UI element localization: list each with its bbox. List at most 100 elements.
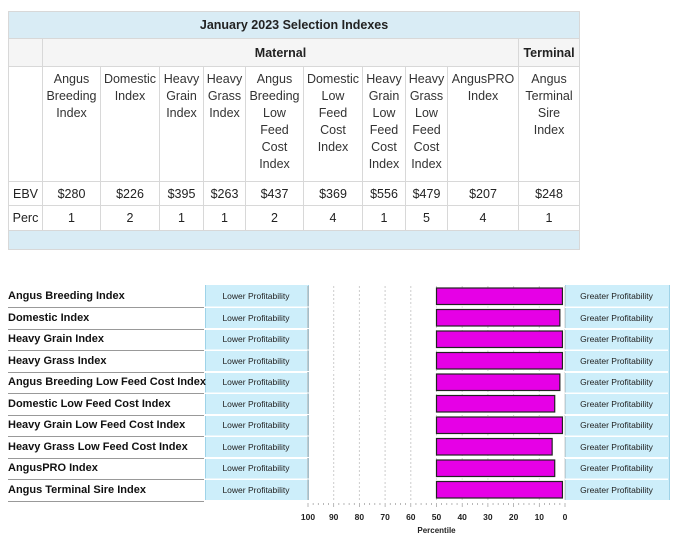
column-header-line: Index xyxy=(166,105,197,120)
greater-profitability-label: Greater Profitability xyxy=(565,372,668,394)
column-header-line: Cost xyxy=(413,139,440,154)
terminal-group-header: Terminal xyxy=(517,38,581,67)
column-header-line: Angus xyxy=(256,71,293,86)
ebv-cell: $395 xyxy=(159,180,204,207)
x-axis-title: Percentile xyxy=(417,526,456,535)
ebv-cell: $248 xyxy=(517,180,581,207)
column-header-line: Index xyxy=(56,105,87,120)
category-label: Heavy Grass Low Feed Cost Index xyxy=(8,437,204,459)
column-header-line: Index xyxy=(533,122,565,137)
percentile-bar xyxy=(435,480,564,499)
column-header: Heavy Grain Low Feed Cost Index xyxy=(362,65,406,182)
greater-profitability-label: Greater Profitability xyxy=(565,394,668,416)
perc-cell: 4 xyxy=(303,205,363,231)
percentile-bar xyxy=(435,308,561,327)
column-header-line: Index xyxy=(114,88,146,103)
category-label: Domestic Index xyxy=(8,308,204,330)
table-title: January 2023 Selection Indexes xyxy=(7,10,581,40)
column-header-line: Index xyxy=(368,156,400,171)
percentile-chart: 100 90 80 70 60 50 40 30 20 10 0 Percentile Angus B… xyxy=(0,282,678,539)
x-tick-label: 60 xyxy=(406,512,416,522)
perc-cell: 1 xyxy=(517,205,581,231)
column-header: Angus Breeding Low Feed Cost Index xyxy=(245,65,304,182)
corner-cell xyxy=(8,38,43,67)
column-header-line: Feed xyxy=(412,122,441,137)
category-label: Angus Breeding Low Feed Cost Index xyxy=(8,372,206,394)
column-header-line: Heavy xyxy=(206,71,243,86)
column-header-line: Feed xyxy=(260,122,289,137)
percentile-bar xyxy=(435,287,564,306)
column-header-line: Terminal xyxy=(525,88,573,103)
ebv-cell: $263 xyxy=(203,180,246,207)
percentile-bar xyxy=(435,416,564,435)
column-header-line: Breeding xyxy=(249,88,300,103)
x-tick-label: 40 xyxy=(457,512,467,522)
column-header-line: Cost xyxy=(371,139,397,154)
column-header-line: Low xyxy=(321,88,345,103)
perc-cell: 1 xyxy=(203,205,246,231)
column-header-line: Angus xyxy=(53,71,90,86)
greater-profitability-label: Greater Profitability xyxy=(565,480,668,502)
ebv-cell: $226 xyxy=(100,180,160,207)
column-header-line: Index xyxy=(209,105,240,120)
category-label: Heavy Grass Index xyxy=(8,351,204,373)
column-header-line: Index xyxy=(467,88,499,103)
category-label: Domestic Low Feed Cost Index xyxy=(8,394,204,416)
x-tick-label: 70 xyxy=(380,512,390,522)
ebv-cell: $207 xyxy=(447,180,519,207)
greater-profitability-label: Greater Profitability xyxy=(565,329,668,351)
column-header-line: Grass xyxy=(207,88,242,103)
ebv-cell: $556 xyxy=(362,180,406,207)
column-header-line: Cost xyxy=(261,139,288,154)
column-header-line: Low xyxy=(372,105,396,120)
column-header-line: Feed xyxy=(318,105,348,120)
row-label-header xyxy=(8,65,43,182)
x-tick-label: 30 xyxy=(483,512,493,522)
column-header: Angus Breeding Index xyxy=(42,65,101,182)
column-header-line: Heavy xyxy=(366,71,402,86)
column-header: Heavy Grain Index xyxy=(159,65,204,182)
column-header-line: Angus xyxy=(531,71,567,86)
percentile-bar xyxy=(435,459,556,478)
perc-row-label: Perc xyxy=(8,205,43,231)
maternal-group-header: Maternal xyxy=(42,38,519,67)
column-header-line: Domestic xyxy=(103,71,157,86)
percentile-bar xyxy=(435,394,556,413)
perc-cell: 1 xyxy=(362,205,406,231)
category-label: Heavy Grain Low Feed Cost Index xyxy=(8,415,204,437)
perc-cell: 2 xyxy=(100,205,160,231)
lower-profitability-label: Lower Profitability xyxy=(205,308,307,330)
greater-profitability-label: Greater Profitability xyxy=(565,458,668,480)
column-header-line: Breeding xyxy=(46,88,97,103)
ebv-row-label: EBV xyxy=(8,180,43,207)
category-label: Angus Terminal Sire Index xyxy=(8,480,204,502)
column-header-line: Index xyxy=(411,156,442,171)
lower-profitability-label: Lower Profitability xyxy=(205,351,307,373)
lower-profitability-label: Lower Profitability xyxy=(205,415,307,437)
x-tick-label: 80 xyxy=(355,512,365,522)
category-label: Heavy Grain Index xyxy=(8,329,204,351)
column-header-line: Sire xyxy=(537,105,561,120)
table-footer xyxy=(7,229,581,251)
column-header: Heavy Grass Low Feed Cost Index xyxy=(405,65,448,182)
column-header-line: Cost xyxy=(320,122,346,137)
ebv-cell: $437 xyxy=(245,180,304,207)
lower-profitability-label: Lower Profitability xyxy=(205,286,307,308)
column-header-line: Low xyxy=(415,105,438,120)
column-header: AngusPRO Index xyxy=(447,65,519,182)
x-tick-label: 100 xyxy=(301,512,315,522)
x-tick-label: 50 xyxy=(432,512,442,522)
column-header-line: Grain xyxy=(166,88,197,103)
greater-profitability-label: Greater Profitability xyxy=(565,308,668,330)
column-header-line: Feed xyxy=(369,122,399,137)
lower-profitability-label: Lower Profitability xyxy=(205,372,307,394)
column-header: Domestic Index xyxy=(100,65,160,182)
lower-profitability-label: Lower Profitability xyxy=(205,394,307,416)
column-header-line: Index xyxy=(259,156,290,171)
percentile-bar xyxy=(435,437,553,456)
x-tick-label: 90 xyxy=(329,512,339,522)
percentile-bar xyxy=(435,373,561,392)
column-header-line: Grain xyxy=(368,88,400,103)
column-header-line: Heavy xyxy=(163,71,200,86)
